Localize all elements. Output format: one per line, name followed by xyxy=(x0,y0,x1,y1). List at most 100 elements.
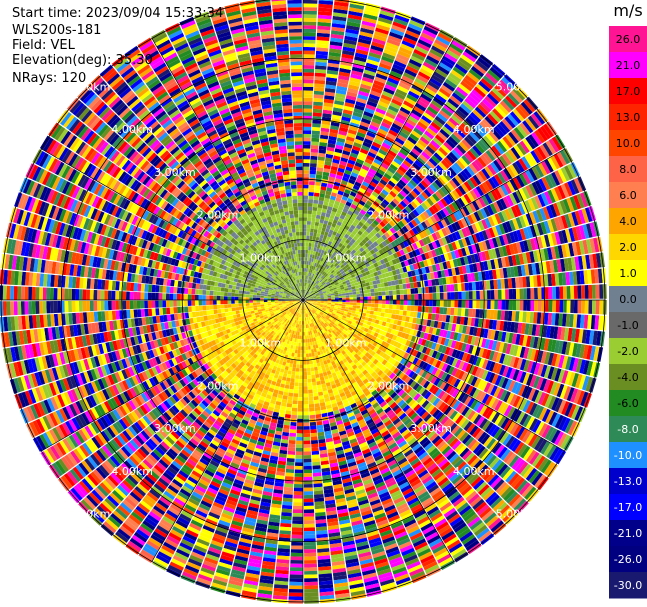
gate-cell xyxy=(378,304,382,308)
gate-cell xyxy=(304,570,318,575)
gate-cell xyxy=(471,308,477,318)
gate-cell xyxy=(409,311,415,317)
gate-cell xyxy=(332,110,342,117)
gate-cell xyxy=(370,292,375,297)
gate-cell xyxy=(338,295,343,298)
gate-cell xyxy=(530,300,535,312)
gate-cell xyxy=(303,202,308,207)
gate-cell xyxy=(303,360,307,365)
gate-cell xyxy=(356,297,361,300)
gate-cell xyxy=(303,364,307,369)
gate-cell xyxy=(306,364,311,369)
gate-cell xyxy=(315,181,322,186)
gate-cell xyxy=(399,310,404,316)
gate-cell xyxy=(424,286,429,294)
gate-cell xyxy=(436,300,441,307)
gate-cell xyxy=(310,432,318,437)
gate-cell xyxy=(595,284,600,299)
gate-cell xyxy=(363,303,368,307)
gate-cell xyxy=(328,135,337,141)
gate-cell xyxy=(305,279,308,283)
gate-cell xyxy=(304,268,307,272)
gate-cell xyxy=(555,300,560,313)
gate-cell xyxy=(311,258,314,262)
gate-cell xyxy=(362,286,367,291)
gate-cell xyxy=(303,28,317,33)
gate-cell xyxy=(303,228,307,232)
gate-cell xyxy=(465,300,470,308)
gate-cell xyxy=(512,288,517,300)
gate-cell xyxy=(312,461,321,466)
gate-cell xyxy=(303,282,305,287)
gate-cell xyxy=(342,112,352,119)
gate-cell xyxy=(367,296,372,300)
gate-cell xyxy=(400,294,404,300)
gate-cell xyxy=(348,292,353,295)
gate-cell xyxy=(304,585,319,590)
gate-cell xyxy=(341,306,346,309)
gate-cell xyxy=(425,300,430,307)
gate-cell xyxy=(303,86,314,91)
gate-cell xyxy=(342,295,346,298)
gate-cell xyxy=(363,296,368,300)
gate-cell xyxy=(338,303,342,306)
gate-cell xyxy=(305,346,309,351)
gate-cell xyxy=(534,287,538,299)
gate-cell xyxy=(303,97,313,102)
gate-cell xyxy=(446,307,451,315)
gate-cell xyxy=(307,375,312,379)
gate-cell xyxy=(362,309,367,314)
gate-cell xyxy=(342,109,353,115)
gate-cell xyxy=(314,399,320,404)
gate-cell xyxy=(330,125,340,131)
gate-cell xyxy=(310,429,317,434)
gate-cell xyxy=(311,137,320,142)
gate-cell xyxy=(324,194,331,199)
gate-cell xyxy=(306,261,309,265)
gate-cell xyxy=(367,300,372,304)
gate-cell xyxy=(309,257,312,262)
gate-cell xyxy=(299,364,303,369)
gate-cell xyxy=(414,305,419,312)
gate-cell xyxy=(306,279,309,284)
gate-cell xyxy=(307,213,312,218)
gate-cell xyxy=(355,288,360,292)
gate-cell xyxy=(312,251,316,255)
gate-cell xyxy=(315,214,321,219)
gate-cell xyxy=(328,176,336,182)
gate-cell xyxy=(382,295,386,300)
gate-cell xyxy=(332,15,347,22)
gate-cell xyxy=(303,173,310,178)
gate-cell xyxy=(330,33,344,40)
gate-cell xyxy=(308,192,314,196)
gate-cell xyxy=(345,297,350,300)
gate-cell xyxy=(461,283,466,291)
gate-cell xyxy=(303,293,305,298)
gate-cell xyxy=(378,291,382,296)
gate-cell xyxy=(399,284,404,290)
gate-cell xyxy=(464,282,469,291)
gate-cell xyxy=(349,3,365,10)
gate-cell xyxy=(392,290,397,295)
gate-cell xyxy=(303,487,313,492)
gate-cell xyxy=(312,388,318,394)
gate-cell xyxy=(344,35,358,42)
gate-cell xyxy=(317,25,331,31)
gate-cell xyxy=(312,210,317,215)
gate-cell xyxy=(303,264,305,268)
gate-cell xyxy=(313,90,324,96)
gate-cell xyxy=(308,396,314,401)
gate-cell xyxy=(318,11,332,16)
gate-cell xyxy=(508,300,513,311)
gate-cell xyxy=(326,77,338,83)
gate-cell xyxy=(308,188,315,193)
gate-cell xyxy=(315,236,320,241)
gate-cell xyxy=(303,162,310,167)
gate-cell xyxy=(303,491,314,496)
gate-cell xyxy=(385,295,390,300)
gate-cell xyxy=(501,289,506,300)
gate-cell xyxy=(310,371,315,376)
gate-cell xyxy=(402,310,407,316)
gate-cell xyxy=(308,264,311,269)
gate-cell xyxy=(501,300,506,310)
